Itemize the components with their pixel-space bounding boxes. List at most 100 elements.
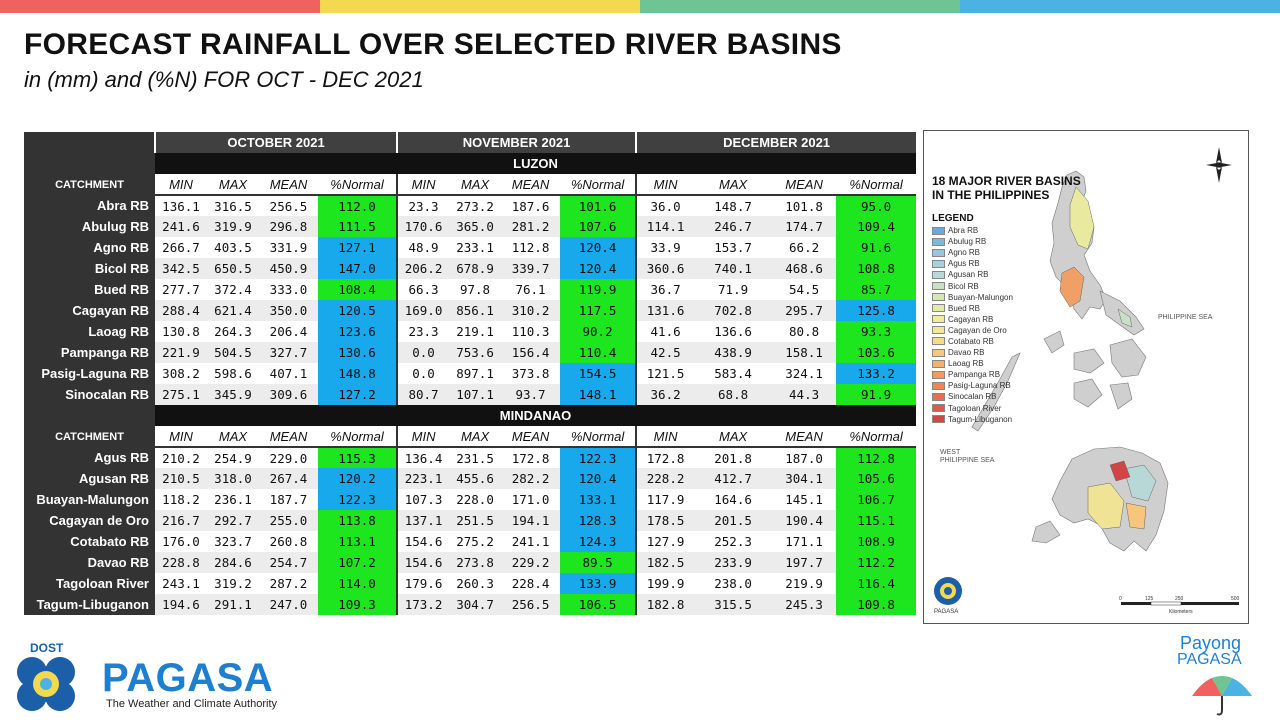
page-title: FORECAST RAINFALL OVER SELECTED RIVER BA… xyxy=(24,28,842,61)
percent-normal-cell: 127.2 xyxy=(318,384,398,405)
pagasa-tagline: The Weather and Climate Authority xyxy=(106,698,277,710)
column-header: %Normal xyxy=(560,426,637,448)
compass-rose-icon xyxy=(1204,145,1234,190)
catchment-name: Cagayan de Oro xyxy=(24,510,155,531)
percent-normal-cell: 93.3 xyxy=(836,321,917,342)
percent-normal-cell: 116.4 xyxy=(836,573,917,594)
legend-label: Cagayan de Oro xyxy=(948,325,1007,335)
value-cell: 171.1 xyxy=(772,531,837,552)
legend-item: Tagoloan River xyxy=(932,403,1013,414)
value-cell: 229.2 xyxy=(501,552,561,573)
value-cell: 0.0 xyxy=(396,363,450,384)
value-cell: 304.1 xyxy=(772,468,837,489)
value-cell: 324.1 xyxy=(772,363,837,384)
value-cell: 114.1 xyxy=(635,216,695,237)
percent-normal-cell: 103.6 xyxy=(836,342,917,363)
table-row: Bued RB 277.7 372.4 333.0 108.4 66.3 97.8 76.1 1… xyxy=(24,279,917,300)
value-cell: 252.3 xyxy=(694,531,773,552)
month-header: DECEMBER 2021 xyxy=(635,132,917,153)
column-header: MIN xyxy=(635,426,695,448)
value-cell: 221.9 xyxy=(155,342,207,363)
legend-swatch xyxy=(932,315,945,324)
legend-label: Buayan-Malungon xyxy=(948,292,1013,302)
percent-normal-cell: 148.1 xyxy=(560,384,637,405)
value-cell: 254.9 xyxy=(207,447,259,468)
value-cell: 136.4 xyxy=(396,447,450,468)
percent-normal-cell: 130.6 xyxy=(318,342,398,363)
value-cell: 66.3 xyxy=(396,279,450,300)
value-cell: 753.6 xyxy=(449,342,502,363)
value-cell: 260.8 xyxy=(259,531,318,552)
value-cell: 245.3 xyxy=(772,594,837,615)
percent-normal-cell: 127.1 xyxy=(318,237,398,258)
percent-normal-cell: 120.4 xyxy=(560,258,637,279)
legend-swatch xyxy=(932,348,945,357)
column-header-row: CATCHMENT MIN MAX MEAN %Normal MIN MAX MEAN %Nor… xyxy=(24,426,917,448)
legend-swatch xyxy=(932,381,945,390)
catchment-name: Pasig-Laguna RB xyxy=(24,363,155,384)
legend-swatch xyxy=(932,404,945,413)
value-cell: 264.3 xyxy=(207,321,259,342)
top-bar-green xyxy=(640,0,960,13)
value-cell: 282.2 xyxy=(501,468,561,489)
percent-normal-cell: 133.2 xyxy=(836,363,917,384)
column-header: MAX xyxy=(694,426,773,448)
value-cell: 216.7 xyxy=(155,510,207,531)
value-cell: 897.1 xyxy=(449,363,502,384)
value-cell: 107.3 xyxy=(396,489,450,510)
catchment-name: Agusan RB xyxy=(24,468,155,489)
value-cell: 219.1 xyxy=(449,321,502,342)
catchment-name: Davao RB xyxy=(24,552,155,573)
column-header-row: CATCHMENT MIN MAX MEAN %Normal MIN MAX MEAN %Nor… xyxy=(24,174,917,196)
value-cell: 201.8 xyxy=(694,447,773,468)
percent-normal-cell: 120.2 xyxy=(318,468,398,489)
legend-item: Abra RB xyxy=(932,225,1013,236)
value-cell: 97.8 xyxy=(449,279,502,300)
percent-normal-cell: 113.1 xyxy=(318,531,398,552)
value-cell: 68.8 xyxy=(694,384,773,405)
percent-normal-cell: 91.9 xyxy=(836,384,917,405)
catchment-name: Buayan-Malungon xyxy=(24,489,155,510)
catchment-name: Agus RB xyxy=(24,447,155,468)
value-cell: 187.6 xyxy=(501,195,561,216)
value-cell: 292.7 xyxy=(207,510,259,531)
legend-label: Sinocalan RB xyxy=(948,392,997,402)
value-cell: 176.0 xyxy=(155,531,207,552)
value-cell: 319.9 xyxy=(207,216,259,237)
percent-normal-cell: 120.5 xyxy=(318,300,398,321)
legend-label: Abra RB xyxy=(948,226,979,236)
value-cell: 241.1 xyxy=(501,531,561,552)
catchment-header: CATCHMENT xyxy=(24,426,155,447)
percent-normal-cell: 125.8 xyxy=(836,300,917,321)
value-cell: 110.3 xyxy=(501,321,561,342)
value-cell: 182.8 xyxy=(635,594,695,615)
dost-label: DOST xyxy=(30,641,64,655)
value-cell: 281.2 xyxy=(501,216,561,237)
value-cell: 156.4 xyxy=(501,342,561,363)
legend-swatch xyxy=(932,259,945,268)
legend-item: Agusan RB xyxy=(932,269,1013,280)
value-cell: 267.4 xyxy=(259,468,318,489)
value-cell: 310.2 xyxy=(501,300,561,321)
value-cell: 228.2 xyxy=(635,468,695,489)
value-cell: 296.8 xyxy=(259,216,318,237)
value-cell: 154.6 xyxy=(396,531,450,552)
value-cell: 856.1 xyxy=(449,300,502,321)
table-row: Tagoloan River 243.1 319.2 287.2 114.0 179.6 2… xyxy=(24,573,917,594)
percent-normal-cell: 114.0 xyxy=(318,573,398,594)
value-cell: 171.0 xyxy=(501,489,561,510)
payong-pagasa-label: PAGASA xyxy=(1177,651,1242,668)
legend-label: Agno RB xyxy=(948,248,981,258)
legend-label: Pasig-Laguna RB xyxy=(948,381,1011,391)
value-cell: 254.7 xyxy=(259,552,318,573)
percent-normal-cell: 90.2 xyxy=(560,321,637,342)
percent-normal-cell: 95.0 xyxy=(836,195,917,216)
percent-normal-cell: 112.8 xyxy=(836,447,917,468)
legend-swatch xyxy=(932,248,945,257)
value-cell: 287.2 xyxy=(259,573,318,594)
percent-normal-cell: 109.8 xyxy=(836,594,917,615)
legend-label: Tagum-Libuganon xyxy=(948,414,1013,424)
column-header: %Normal xyxy=(318,174,398,196)
value-cell: 228.4 xyxy=(501,573,561,594)
value-cell: 182.5 xyxy=(635,552,695,573)
